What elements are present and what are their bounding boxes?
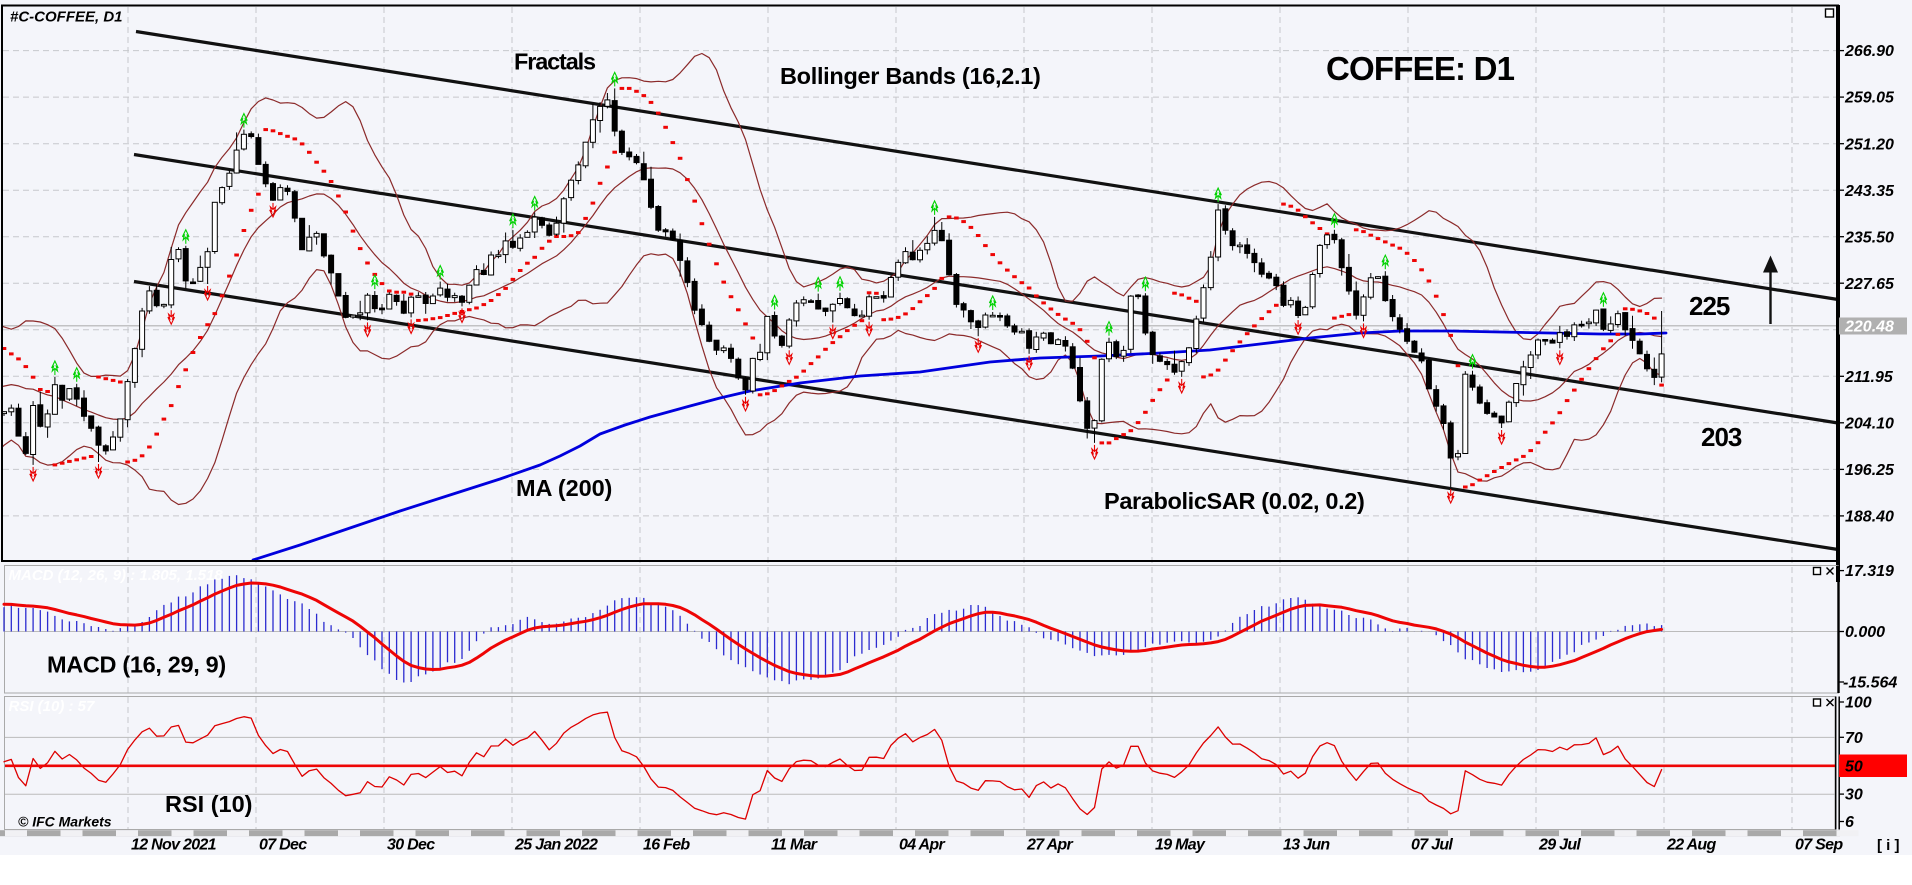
svg-text:70: 70 xyxy=(1845,730,1863,747)
svg-text:#C-COFFEE, D1: #C-COFFEE, D1 xyxy=(10,9,123,26)
svg-text:04 Apr: 04 Apr xyxy=(899,837,945,854)
svg-text:Fractals: Fractals xyxy=(514,49,596,75)
svg-text:27 Apr: 27 Apr xyxy=(1026,837,1073,854)
svg-text:204.10: 204.10 xyxy=(1844,415,1894,432)
svg-text:259.05: 259.05 xyxy=(1844,90,1895,107)
svg-text:25 Jan 2022: 25 Jan 2022 xyxy=(514,837,598,854)
svg-text:16 Feb: 16 Feb xyxy=(643,837,690,854)
svg-text:0.000: 0.000 xyxy=(1845,624,1885,641)
svg-text:235.50: 235.50 xyxy=(1844,229,1894,246)
svg-text:188.40: 188.40 xyxy=(1845,509,1894,526)
svg-text:-15.564: -15.564 xyxy=(1843,675,1897,692)
svg-text:211.95: 211.95 xyxy=(1844,369,1894,386)
svg-text:243.35: 243.35 xyxy=(1844,183,1895,200)
svg-text:ParabolicSAR (0.02, 0.2): ParabolicSAR (0.02, 0.2) xyxy=(1104,488,1364,514)
svg-text:MACD (12, 26, 9) : 1.805, 1.51: MACD (12, 26, 9) : 1.805, 1.518 xyxy=(9,567,224,584)
svg-text:251.20: 251.20 xyxy=(1844,136,1894,153)
svg-text:13 Jun: 13 Jun xyxy=(1283,837,1330,854)
svg-text:6: 6 xyxy=(1845,814,1854,831)
svg-text:RSI (10) : 57: RSI (10) : 57 xyxy=(9,698,96,715)
svg-text:12 Nov 2021: 12 Nov 2021 xyxy=(131,837,217,854)
svg-text:196.25: 196.25 xyxy=(1845,462,1895,479)
svg-text:© IFC Markets: © IFC Markets xyxy=(18,814,112,830)
svg-text:COFFEE: D1: COFFEE: D1 xyxy=(1326,50,1515,87)
svg-text:100: 100 xyxy=(1845,695,1872,712)
svg-text:07 Sep: 07 Sep xyxy=(1795,837,1843,854)
svg-text:29 Jul: 29 Jul xyxy=(1538,837,1581,854)
svg-text:227.65: 227.65 xyxy=(1844,276,1895,293)
svg-text:220.48: 220.48 xyxy=(1844,318,1894,335)
svg-text:17.319: 17.319 xyxy=(1845,563,1894,580)
svg-text:MACD (16, 29, 9): MACD (16, 29, 9) xyxy=(47,652,226,678)
svg-text:22 Aug: 22 Aug xyxy=(1666,837,1716,854)
svg-text:Bollinger Bands (16,2.1): Bollinger Bands (16,2.1) xyxy=(780,63,1041,89)
svg-text:30: 30 xyxy=(1845,787,1863,804)
svg-text:MA (200): MA (200) xyxy=(516,475,612,501)
svg-text:203: 203 xyxy=(1701,422,1742,452)
svg-text:11 Mar: 11 Mar xyxy=(771,837,818,854)
svg-text:30 Dec: 30 Dec xyxy=(387,837,435,854)
svg-text:19 May: 19 May xyxy=(1155,837,1206,854)
svg-text:[ i ]: [ i ] xyxy=(1877,837,1900,854)
svg-text:07 Jul: 07 Jul xyxy=(1411,837,1453,854)
svg-text:RSI (10): RSI (10) xyxy=(165,791,253,817)
svg-text:50: 50 xyxy=(1845,758,1863,775)
svg-text:07 Dec: 07 Dec xyxy=(259,837,307,854)
svg-text:266.90: 266.90 xyxy=(1844,43,1894,60)
svg-text:225: 225 xyxy=(1689,291,1730,321)
